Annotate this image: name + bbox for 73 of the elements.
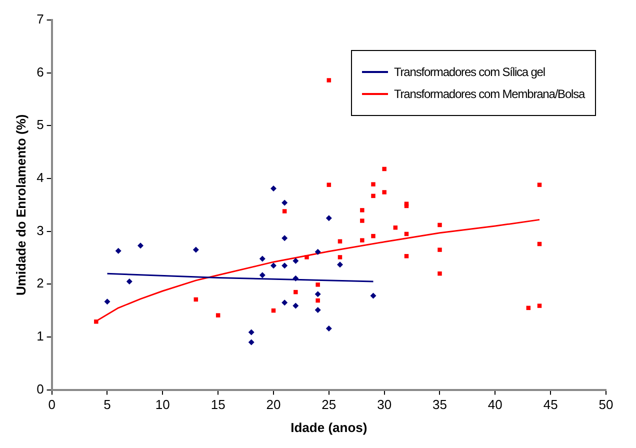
- y-tick-label: 6: [36, 64, 44, 80]
- point: [282, 209, 287, 214]
- legend-label: Transformadores com Sílica gel: [394, 65, 545, 79]
- point: [537, 182, 542, 187]
- point: [382, 166, 386, 172]
- point: [404, 254, 409, 258]
- point: [192, 246, 199, 253]
- point: [360, 238, 364, 242]
- y-tick-label: 2: [36, 276, 44, 291]
- point: [314, 307, 321, 314]
- y-tick-label: 7: [36, 12, 44, 27]
- point: [326, 78, 332, 82]
- point: [326, 215, 332, 222]
- point: [371, 234, 376, 238]
- point: [137, 242, 144, 249]
- point: [126, 278, 132, 284]
- point: [94, 320, 98, 324]
- point: [314, 291, 321, 298]
- point: [382, 190, 386, 194]
- point: [282, 235, 288, 242]
- point: [438, 271, 442, 276]
- point: [292, 302, 299, 309]
- x-tick-label: 10: [155, 397, 170, 412]
- x-tick-label: 30: [377, 397, 392, 412]
- point: [282, 200, 288, 206]
- y-tick-label: 4: [36, 170, 44, 186]
- point: [115, 248, 122, 254]
- point: [270, 186, 276, 192]
- point: [104, 298, 110, 305]
- point: [259, 272, 266, 278]
- point: [360, 218, 364, 223]
- point: [360, 208, 364, 212]
- point: [537, 304, 542, 308]
- x-tick-label: 35: [432, 397, 447, 412]
- x-tick-label: 25: [322, 397, 336, 412]
- point: [248, 329, 254, 336]
- point: [282, 300, 288, 306]
- y-tick-label: 5: [36, 117, 44, 132]
- x-tick-label: 45: [543, 397, 558, 412]
- y-tick-label: 0: [36, 381, 44, 396]
- point: [282, 262, 288, 269]
- point: [216, 313, 220, 318]
- legend-label: Transformadores com Membrana/Bolsa: [394, 87, 585, 101]
- point: [314, 248, 321, 255]
- point: [259, 256, 266, 262]
- point: [270, 262, 276, 269]
- point: [292, 258, 299, 264]
- y-tick-label: 1: [36, 328, 44, 344]
- point: [248, 339, 254, 346]
- point: [326, 182, 332, 187]
- point: [371, 194, 376, 198]
- x-tick-label: 5: [104, 397, 111, 412]
- x-tick-label: 0: [48, 397, 56, 412]
- x-tick-label: 40: [488, 397, 502, 412]
- point: [438, 222, 442, 228]
- point: [304, 255, 309, 260]
- x-tick-label: 20: [266, 397, 281, 412]
- point: [316, 282, 320, 287]
- point: [326, 326, 332, 332]
- point: [338, 255, 342, 260]
- point: [370, 292, 376, 299]
- y-axis-title: Umidade do Enrolamento (%): [13, 114, 28, 296]
- point: [294, 290, 298, 294]
- y-tick-label: 3: [36, 222, 44, 238]
- point: [292, 275, 299, 282]
- point: [316, 298, 320, 303]
- x-tick-label: 15: [210, 397, 226, 412]
- point: [338, 239, 342, 244]
- x-tick-label: 50: [598, 397, 614, 412]
- x-axis-title: Idade (anos): [290, 420, 368, 435]
- point: [337, 262, 343, 268]
- point: [371, 182, 376, 186]
- point: [438, 248, 442, 252]
